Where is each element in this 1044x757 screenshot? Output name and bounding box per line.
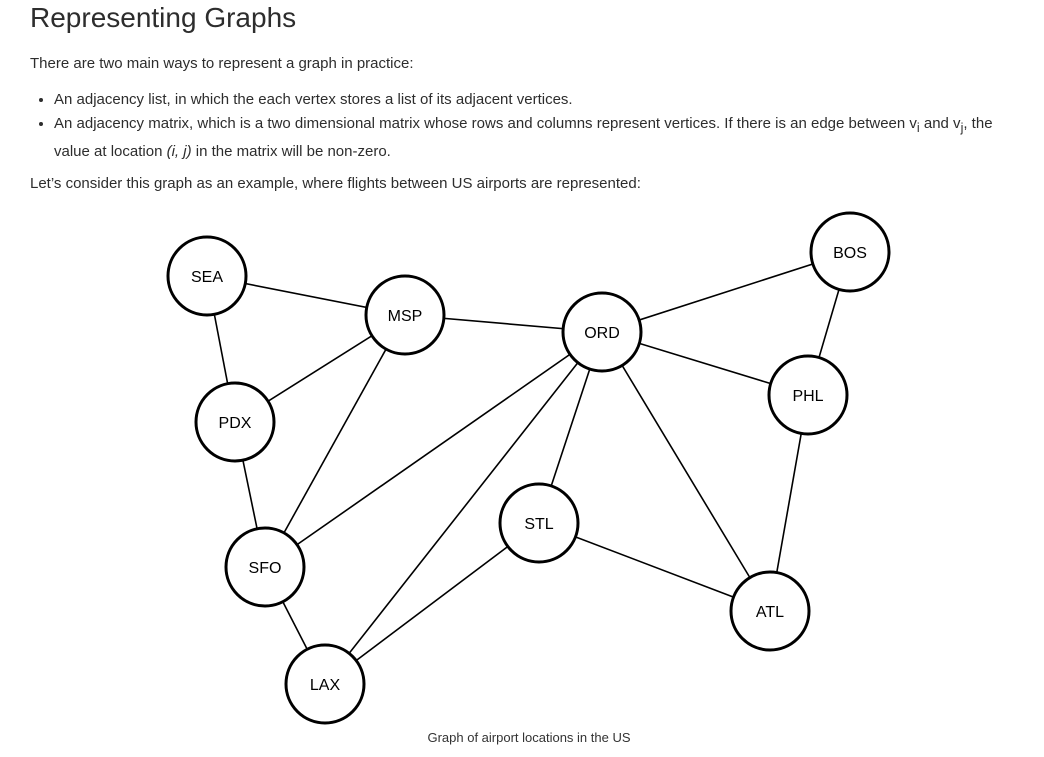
edge-sfo-ord xyxy=(264,331,603,568)
node-label: STL xyxy=(524,516,553,533)
edge-ord-atl xyxy=(601,331,771,612)
node-label: ATL xyxy=(756,604,784,621)
node-circle xyxy=(194,381,276,463)
node-pdx: PDX xyxy=(194,381,276,463)
node-ord: ORD xyxy=(561,291,643,373)
node-label: LAX xyxy=(310,677,341,694)
node-label: MSP xyxy=(388,308,423,325)
list-item-adjacency-matrix: An adjacency matrix, which is a two dime… xyxy=(54,112,1030,164)
node-circle xyxy=(809,211,891,293)
node-sea: SEA xyxy=(166,235,248,317)
airport-graph-diagram: SEA MSP ORD BOS PDX PHL SFO STL ATL LAX xyxy=(166,211,891,725)
node-label: BOS xyxy=(833,245,867,262)
node-circle xyxy=(224,526,306,608)
node-sfo: SFO xyxy=(224,526,306,608)
representation-list: An adjacency list, in which the each ver… xyxy=(30,88,1030,164)
subscript-j: j xyxy=(960,121,964,135)
node-label: SEA xyxy=(191,269,223,286)
matrix-text-c: in the matrix will be non-zero. xyxy=(191,143,391,160)
matrix-text-and: and v xyxy=(919,115,961,132)
node-circle xyxy=(767,354,849,436)
figure-caption: Graph of airport locations in the US xyxy=(427,730,631,745)
graph-nodes: SEA MSP ORD BOS PDX PHL SFO STL ATL LAX xyxy=(166,211,891,725)
node-phl: PHL xyxy=(767,354,849,436)
node-msp: MSP xyxy=(364,274,446,356)
list-item-adjacency-list: An adjacency list, in which the each ver… xyxy=(54,88,1030,112)
node-label: PDX xyxy=(219,415,252,432)
subscript-i: i xyxy=(916,121,920,135)
node-lax: LAX xyxy=(284,643,366,725)
edge-lax-ord xyxy=(324,331,603,685)
example-intro: Let’s consider this graph as an example,… xyxy=(30,175,641,192)
page-title: Representing Graphs xyxy=(30,2,297,33)
matrix-text-b: , the value at location xyxy=(54,115,993,160)
node-circle xyxy=(284,643,366,725)
node-atl: ATL xyxy=(729,570,811,652)
node-bos: BOS xyxy=(809,211,891,293)
node-label: ORD xyxy=(584,325,620,342)
intro-text: There are two main ways to represent a g… xyxy=(30,55,414,72)
edge-lax-stl xyxy=(324,522,540,685)
node-circle xyxy=(561,291,643,373)
node-circle xyxy=(729,570,811,652)
node-stl: STL xyxy=(498,482,580,564)
matrix-text-a: An adjacency matrix, which is a two dime… xyxy=(54,115,917,132)
node-circle xyxy=(166,235,248,317)
node-label: SFO xyxy=(249,560,282,577)
edge-stl-atl xyxy=(538,522,771,612)
matrix-location: (i, j) xyxy=(166,143,192,160)
edge-msp-sfo xyxy=(264,314,406,568)
node-label: PHL xyxy=(792,388,823,405)
edge-ord-bos xyxy=(601,251,851,333)
node-circle xyxy=(364,274,446,356)
node-circle xyxy=(498,482,580,564)
